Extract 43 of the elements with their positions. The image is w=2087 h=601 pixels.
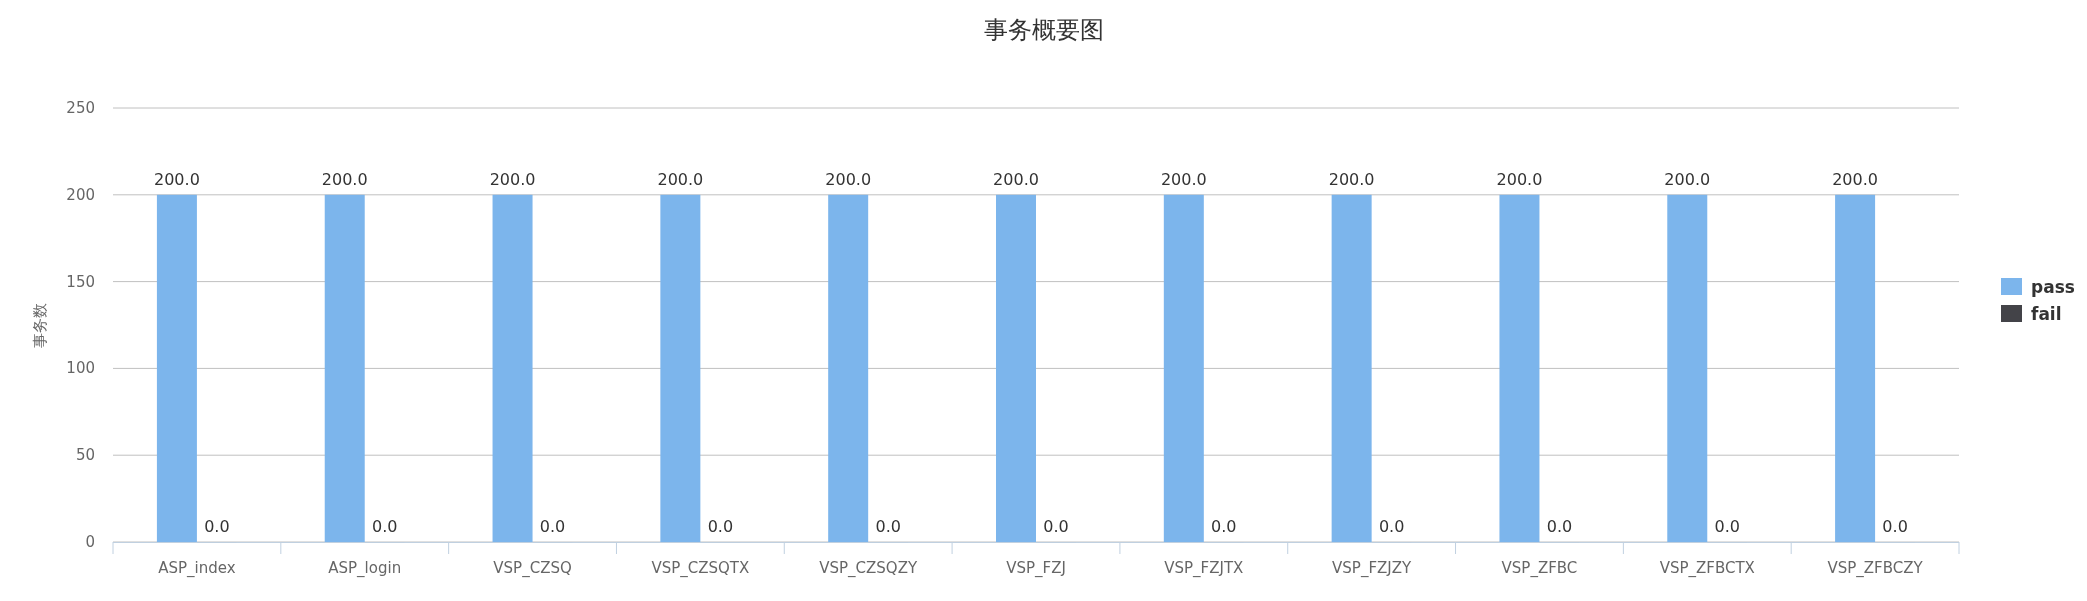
- data-label: 0.0: [1378, 517, 1405, 536]
- data-label: 0.0: [1882, 517, 1908, 536]
- data-label: 0.0: [1714, 517, 1740, 536]
- data-label: 200.0: [1496, 169, 1543, 189]
- data-label: 0.0: [707, 517, 734, 536]
- y-tick-label: 200: [66, 185, 95, 204]
- x-tick-label: VSP_FZJTX: [1164, 559, 1244, 578]
- data-label: 0.0: [1546, 517, 1573, 536]
- x-tick-label: VSP_ZFBCZY: [1827, 559, 1924, 578]
- legend-label: pass: [2031, 277, 2075, 297]
- x-tick-label: VSP_ZFBCTX: [1659, 559, 1755, 578]
- data-label: 200.0: [1160, 169, 1207, 189]
- data-label: 200.0: [825, 169, 872, 189]
- data-label: 0.0: [372, 517, 398, 536]
- y-tick-label: 150: [66, 272, 95, 291]
- x-tick-label: VSP_FZJ: [1006, 559, 1066, 578]
- x-tick-label: VSP_CZSQZY: [819, 559, 918, 578]
- chart-title: 事务概要图: [983, 16, 1104, 44]
- data-label: 0.0: [539, 517, 566, 536]
- y-tick-label: 0: [85, 533, 95, 551]
- y-axis-title: 事务数: [31, 302, 49, 348]
- x-tick-label: VSP_CZSQTX: [651, 559, 750, 578]
- data-label: 200.0: [1832, 169, 1878, 189]
- x-tick-label: VSP_FZJZY: [1332, 559, 1413, 578]
- x-tick-label: VSP_ZFBC: [1501, 559, 1578, 578]
- data-label: 200.0: [657, 169, 704, 189]
- data-label: 0.0: [204, 517, 230, 536]
- data-label: 0.0: [1211, 517, 1237, 536]
- y-tick-label: 50: [75, 446, 95, 465]
- legend-label: fail: [2031, 304, 2062, 324]
- data-label: 200.0: [489, 169, 536, 189]
- data-label: 200.0: [993, 169, 1039, 189]
- y-tick-label: 100: [66, 359, 95, 378]
- y-tick-label: 250: [66, 99, 95, 117]
- data-label: 200.0: [321, 169, 368, 189]
- data-label: 200.0: [1664, 169, 1711, 189]
- data-label: 200.0: [1328, 169, 1375, 189]
- data-label: 0.0: [875, 517, 901, 536]
- x-tick-label: ASP_index: [158, 559, 236, 578]
- x-tick-label: VSP_CZSQ: [493, 559, 572, 578]
- data-label: 0.0: [1043, 517, 1069, 536]
- data-label: 200.0: [154, 169, 200, 189]
- x-tick-label: ASP_login: [328, 559, 402, 578]
